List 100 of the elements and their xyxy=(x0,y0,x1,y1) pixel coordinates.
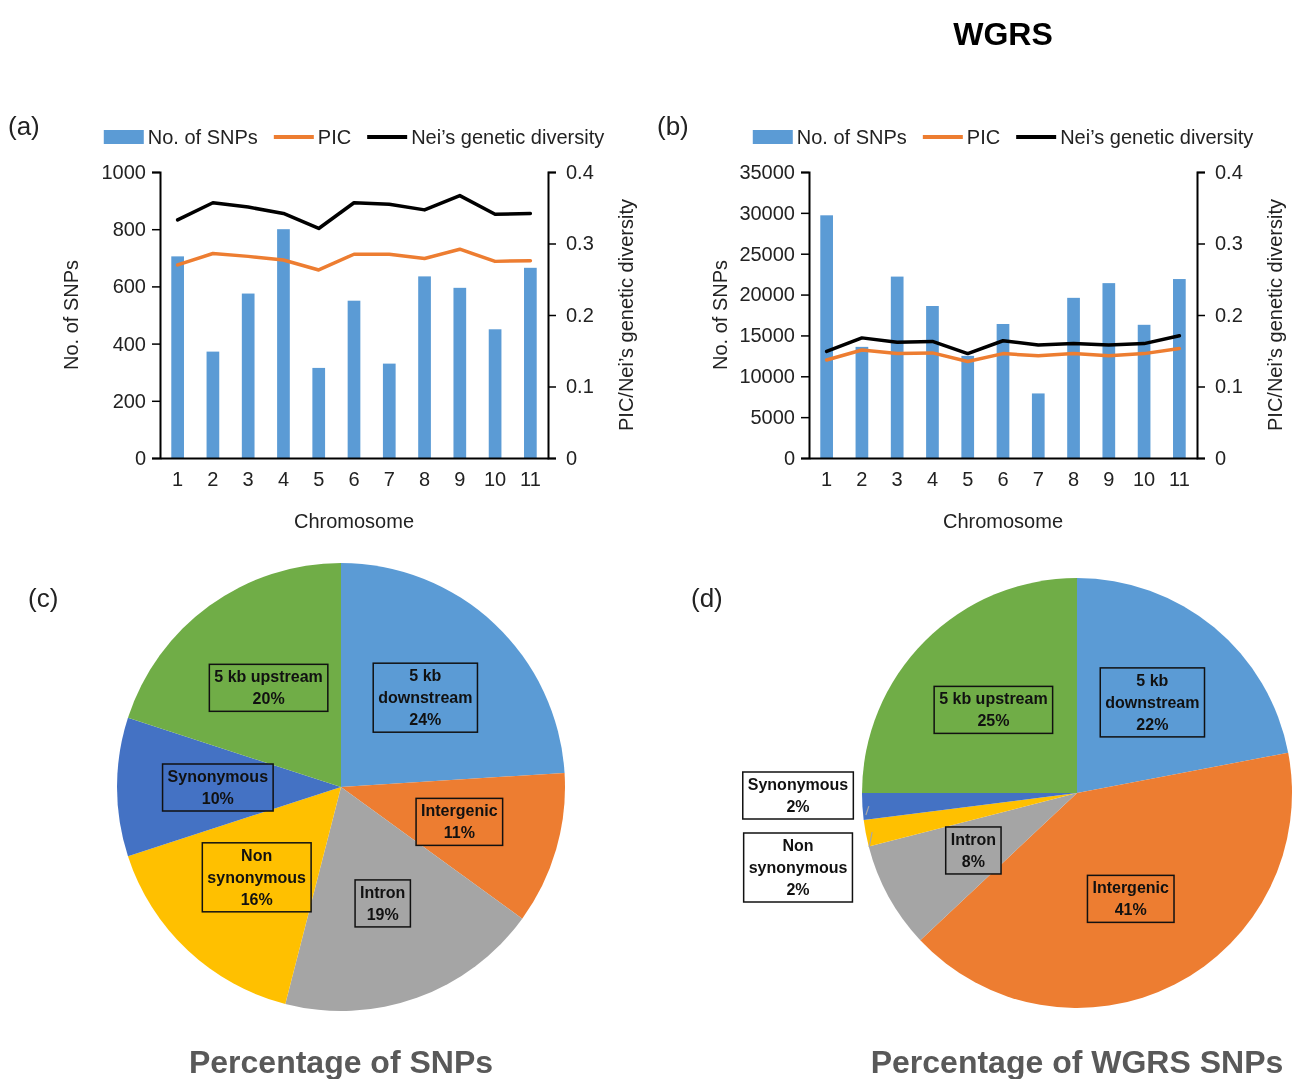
y-tick-label: 25000 xyxy=(739,242,795,265)
slice-label: Intergenic xyxy=(1092,879,1170,897)
bar xyxy=(961,355,975,458)
bar xyxy=(524,267,537,458)
x-tick-label: 10 xyxy=(1132,468,1156,491)
y2-tick-label: 0.4 xyxy=(1215,160,1243,183)
y2-axis-title: PIC/Nei’s genetic diversity xyxy=(615,199,637,431)
data-label: 25% xyxy=(977,712,1010,730)
bar xyxy=(277,229,290,458)
x-tick-label: 8 xyxy=(418,468,431,491)
data-label: 19% xyxy=(366,905,399,923)
y-tick-label: 15000 xyxy=(739,324,795,347)
text: (d) xyxy=(691,583,723,613)
data-label: 2% xyxy=(786,798,810,815)
bar xyxy=(1173,279,1186,458)
pie-slice xyxy=(920,752,1292,1008)
y-tick-label: 0 xyxy=(783,446,795,469)
bar xyxy=(820,215,833,458)
slice-label: Intron xyxy=(950,830,997,848)
x-tick-label: 4 xyxy=(277,468,290,491)
data-label: 10% xyxy=(201,790,234,807)
pie-slice xyxy=(863,793,1077,847)
x-tick-label: 5 xyxy=(313,468,325,491)
y-tick-label: 1000 xyxy=(101,160,146,183)
x-axis-title: Chromosome xyxy=(942,510,1064,532)
y-tick-label: 35000 xyxy=(739,160,795,183)
line-series xyxy=(824,333,1182,356)
bar xyxy=(312,367,326,458)
chart-title: WGRS xyxy=(953,16,1053,52)
bar xyxy=(890,276,904,458)
y-tick-label: 0 xyxy=(134,446,146,469)
slice-label: 5 kb downstream xyxy=(1105,671,1200,711)
bar xyxy=(418,276,431,458)
x-tick-label: 3 xyxy=(891,468,903,491)
x-axis-title: Chromosome xyxy=(293,510,415,532)
text: Percentage of WGRS SNPs xyxy=(870,1044,1284,1079)
slice-label: Non synonymous xyxy=(748,837,848,876)
bar xyxy=(1031,393,1045,458)
y2-tick-label: 0.1 xyxy=(566,375,594,398)
bar xyxy=(855,346,869,458)
y-axis-title: No. of SNPs xyxy=(709,259,731,371)
bar xyxy=(453,287,467,458)
data-label: 20% xyxy=(252,690,285,708)
text: (a) xyxy=(8,111,40,141)
y-tick-label: 5000 xyxy=(750,406,795,429)
legend-label: PIC xyxy=(966,126,1001,148)
data-label: 11% xyxy=(443,824,475,842)
slice-label: Intergenic xyxy=(421,802,498,820)
x-tick-label: 7 xyxy=(383,468,395,491)
x-tick-label: 3 xyxy=(242,468,254,491)
x-tick-label: 5 xyxy=(962,468,974,491)
y2-axis-title: PIC/Nei’s genetic diversity xyxy=(1264,199,1286,431)
x-tick-label: 1 xyxy=(821,468,833,491)
text: (c) xyxy=(28,583,59,613)
legend-label: Nei’s genetic diversity xyxy=(1060,126,1254,148)
x-tick-label: 7 xyxy=(1032,468,1044,491)
slice-label: Intron xyxy=(360,883,406,901)
y-tick-label: 10000 xyxy=(739,365,795,388)
legend-label: No. of SNPs xyxy=(796,126,907,148)
x-tick-label: 10 xyxy=(483,468,507,491)
y-tick-label: 600 xyxy=(112,275,146,298)
bar xyxy=(241,293,255,458)
y2-tick-label: 0.1 xyxy=(1215,375,1243,398)
y-tick-label: 400 xyxy=(112,332,146,355)
y2-tick-label: 0.3 xyxy=(1215,232,1243,255)
legend-label: Nei’s genetic diversity xyxy=(411,126,605,148)
legend-label: No. of SNPs xyxy=(147,126,258,148)
slice-label: 5 kb upstream xyxy=(214,668,323,686)
data-label: 16% xyxy=(240,890,273,908)
bar xyxy=(382,363,396,458)
y-tick-label: 200 xyxy=(112,389,146,412)
data-label: 2% xyxy=(786,881,810,898)
x-tick-label: 8 xyxy=(1067,468,1080,491)
line-series xyxy=(824,346,1182,364)
x-tick-label: 9 xyxy=(454,468,466,491)
y2-tick-label: 0.2 xyxy=(566,303,594,326)
bar xyxy=(171,256,184,458)
bar xyxy=(926,306,939,458)
slice-label: Non synonymous xyxy=(207,846,307,886)
bar xyxy=(206,351,220,458)
bar xyxy=(347,300,361,458)
line-series xyxy=(175,247,533,272)
x-tick-label: 6 xyxy=(997,468,1009,491)
y2-tick-label: 0 xyxy=(1215,446,1227,469)
text: Percentage of SNPs xyxy=(188,1044,494,1079)
slice-label: 5 kb downstream xyxy=(378,667,473,707)
y2-tick-label: 0.2 xyxy=(1215,303,1243,326)
slice-label: Synonymous xyxy=(747,776,849,793)
x-tick-label: 2 xyxy=(207,468,219,491)
bar xyxy=(1102,283,1116,458)
y2-tick-label: 0 xyxy=(566,446,578,469)
x-tick-label: 6 xyxy=(348,468,360,491)
line-series xyxy=(175,193,533,231)
x-tick-label: 11 xyxy=(1168,468,1190,491)
x-tick-label: 11 xyxy=(519,468,541,491)
text: (b) xyxy=(657,111,689,141)
data-label: 22% xyxy=(1136,715,1169,733)
data-label: 8% xyxy=(961,852,985,870)
y-tick-label: 30000 xyxy=(739,201,795,224)
data-label: 24% xyxy=(409,711,442,729)
